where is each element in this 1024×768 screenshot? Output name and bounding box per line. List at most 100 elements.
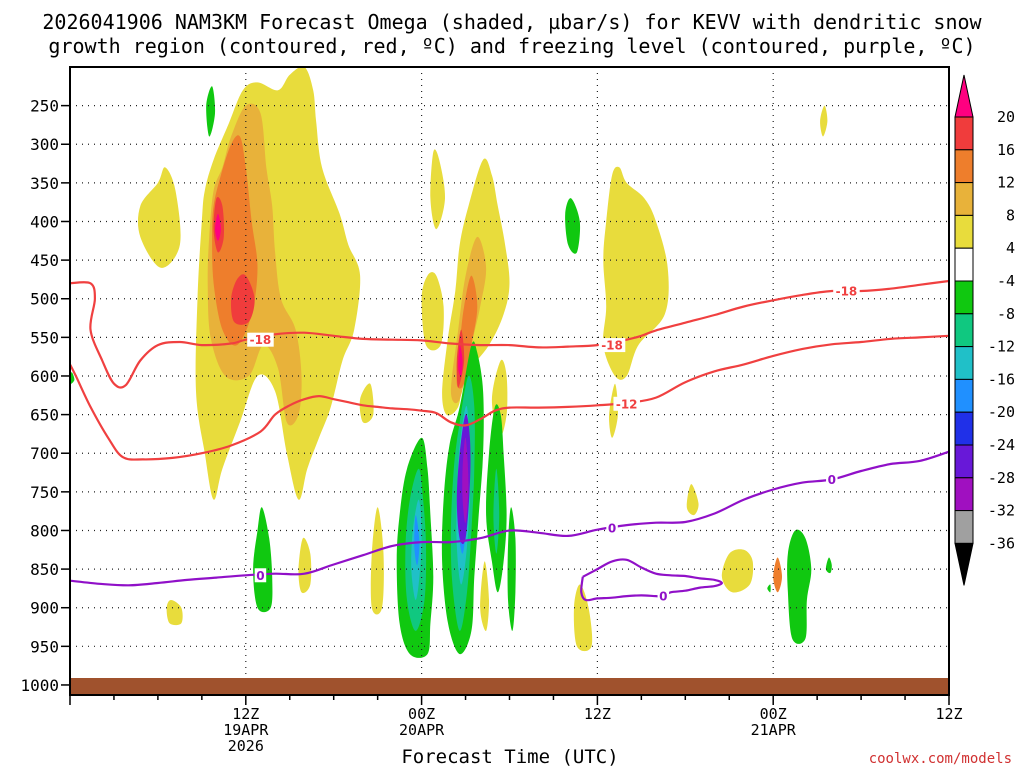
chart-title-line1: 2026041906 NAM3KM Forecast Omega (shaded… <box>42 10 982 34</box>
ytick-label-550: 550 <box>30 328 59 347</box>
colorbar: 20 16 12 8 4 -4 -8 -12 -16 -20 -24 -28 -32 -36 <box>954 74 1015 586</box>
omega-region-10 <box>480 561 490 631</box>
colorbar-bin-5 <box>954 280 974 315</box>
colorbar-bin-8 <box>954 378 974 413</box>
isotherm-red-label-bg <box>613 396 640 411</box>
isotherm-purple-line-0 <box>70 450 949 587</box>
colorbar-label--36: -36 <box>988 534 1015 552</box>
ytick-label-700: 700 <box>30 444 59 463</box>
isotherm-purple-label-1-0: 0 <box>659 590 667 604</box>
xtick-label: 12Z <box>935 705 962 723</box>
ytick-label-250: 250 <box>30 97 59 116</box>
isotherm-purple-label-bg <box>826 472 838 487</box>
omega-region-34 <box>565 198 581 254</box>
colorbar-label--8: -8 <box>997 305 1015 323</box>
ytick-label-750: 750 <box>30 483 59 502</box>
ytick-label-400: 400 <box>30 212 59 231</box>
ground-surface <box>70 678 949 695</box>
ytick-label-450: 450 <box>30 251 59 270</box>
xtick-label: 21APR <box>751 721 797 739</box>
omega-region-0 <box>137 167 181 268</box>
colorbar-label--32: -32 <box>988 502 1015 520</box>
isotherm-red-label-bg <box>598 338 626 353</box>
chart-title-line2: growth region (contoured, red, ºC) and f… <box>48 34 975 58</box>
isotherm-red-label-1-0: -12 <box>616 397 638 411</box>
isotherm-purple-label-bg <box>254 568 267 583</box>
omega-shading <box>70 67 832 658</box>
isotherm-purple-label-0-0: 0 <box>256 569 264 583</box>
ytick-label-600: 600 <box>30 367 59 386</box>
omega-region-16 <box>820 105 828 137</box>
omega-region-36 <box>787 529 812 644</box>
omega-region-27 <box>206 86 216 137</box>
omega-region-5 <box>370 507 384 615</box>
ytick-label-350: 350 <box>30 174 59 193</box>
credit-text: coolwx.com/models <box>869 751 1012 767</box>
freezing-level-isotherms: 0 0 0 0 <box>70 450 949 604</box>
colorbar-above-triangle <box>954 74 974 118</box>
colorbar-bin-10 <box>954 444 974 479</box>
colorbar-below-triangle <box>954 542 974 586</box>
omega-region-4 <box>166 600 183 626</box>
plot-area: -18 -18 -18 -12 0 0 0 0 <box>70 67 949 695</box>
omega-region-29 <box>253 507 273 613</box>
omega-region-43 <box>414 514 420 566</box>
omega-region-6 <box>430 149 446 230</box>
isotherm-purple-label-0-2: 0 <box>828 473 836 487</box>
colorbar-label-8: 8 <box>1006 206 1015 224</box>
omega-region-12 <box>602 166 669 380</box>
omega-region-28 <box>70 372 75 384</box>
ytick-label-1000: 1000 <box>20 676 59 695</box>
colorbar-bin-1 <box>954 149 974 184</box>
isotherm-red-label-0-0: -18 <box>250 333 272 347</box>
ytick-label-800: 800 <box>30 521 59 540</box>
omega-region-35 <box>767 584 771 593</box>
dgz-isotherms: -18 -18 -18 -12 <box>70 279 949 461</box>
colorbar-label--4: -4 <box>997 272 1015 290</box>
omega-region-11 <box>573 584 593 652</box>
xtick-label: 12Z <box>584 705 611 723</box>
xtick-label: 00Z <box>408 705 435 723</box>
omega-region-15 <box>721 549 754 593</box>
isotherm-red-label-0-1: -18 <box>601 339 623 353</box>
ytick-label-900: 900 <box>30 599 59 618</box>
isotherm-purple-label-bg <box>657 589 670 604</box>
omega-region-37 <box>825 557 832 574</box>
x-axis-label: Forecast Time (UTC) <box>401 746 618 768</box>
colorbar-bin-12 <box>954 510 974 544</box>
y-axis: 250 300 350 400 450 500 550 600 650 700 750 800 850 9… <box>20 97 70 695</box>
omega-region-26 <box>458 344 463 377</box>
colorbar-label-16: 16 <box>997 141 1015 159</box>
isotherm-purple-line-1 <box>580 558 724 602</box>
omega-region-14 <box>686 484 699 516</box>
colorbar-label-4: 4 <box>1006 239 1015 257</box>
isotherm-purple-label-0-1: 0 <box>608 522 616 536</box>
colorbar-bin-0 <box>954 116 974 151</box>
isotherm-red-label-bg <box>833 284 860 299</box>
isotherm-red-line-1 <box>70 334 949 461</box>
colorbar-bin-3 <box>954 214 974 249</box>
isotherm-red-label-0-2: -18 <box>836 285 858 299</box>
isotherm-red-label-bg <box>247 332 274 347</box>
omega-region-21 <box>773 557 782 593</box>
ytick-label-500: 500 <box>30 290 59 309</box>
colorbar-label--24: -24 <box>988 436 1015 454</box>
colorbar-bin-2 <box>954 182 974 216</box>
isotherm-red-line-0 <box>70 279 949 389</box>
omega-region-22 <box>230 274 255 325</box>
colorbar-bin-9 <box>954 411 974 446</box>
xtick-label: 19APR <box>223 721 269 739</box>
ytick-label-650: 650 <box>30 406 59 425</box>
omega-region-47 <box>462 437 469 523</box>
omega-region-2 <box>359 383 374 424</box>
omega-region-25 <box>215 213 221 241</box>
ytick-label-950: 950 <box>30 637 59 656</box>
ytick-label-300: 300 <box>30 135 59 154</box>
colorbar-bin-6 <box>954 313 974 348</box>
xtick-label: 00Z <box>760 705 787 723</box>
colorbar-bin-7 <box>954 346 974 380</box>
colorbar-label--28: -28 <box>988 469 1015 487</box>
xtick-label: 2026 <box>228 737 264 755</box>
